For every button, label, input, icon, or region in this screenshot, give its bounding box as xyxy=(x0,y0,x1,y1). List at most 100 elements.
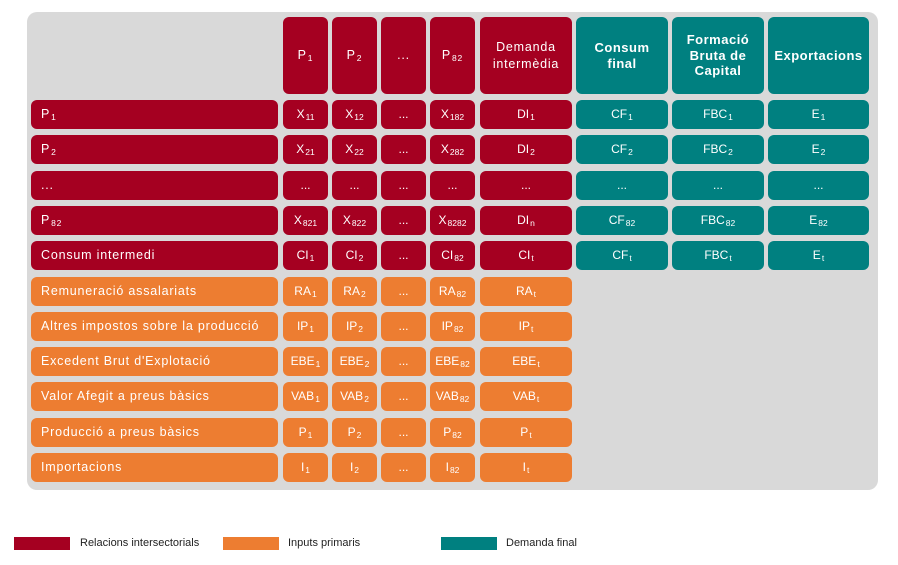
cell-subscript: 1 xyxy=(309,252,315,263)
cell-text: Remuneració assalariats xyxy=(41,284,197,299)
cell-subscript: 82 xyxy=(449,464,460,475)
cell-text: ... xyxy=(616,177,627,192)
cell-subscript: t xyxy=(529,429,532,440)
cell-text: FBC xyxy=(703,141,728,156)
cell-text: ... xyxy=(813,177,824,192)
cell-subscript: 8282 xyxy=(447,217,467,228)
row-label: Producció a preus bàsics xyxy=(31,418,278,447)
cell-text: ... xyxy=(520,177,531,192)
cell-subscript: 1 xyxy=(311,288,317,299)
cell-text: VAB xyxy=(435,388,459,403)
table-cell: CF 1 xyxy=(576,100,668,129)
table-cell: ... xyxy=(480,171,572,200)
cell-text: CI xyxy=(441,247,454,262)
cell-subscript: 2 xyxy=(356,52,363,63)
cell-text: ... xyxy=(447,177,458,192)
table-cell: FBC 1 xyxy=(672,100,764,129)
cell-text: DI xyxy=(517,106,530,121)
cell-subscript: 1 xyxy=(530,111,535,122)
cell-text: Consum intermedi xyxy=(41,248,156,263)
table-cell: FBC 2 xyxy=(672,135,764,164)
table-cell: EBE 1 xyxy=(283,347,328,376)
cell-subscript: 282 xyxy=(449,146,465,157)
row-label: Remuneració assalariats xyxy=(31,277,278,306)
cell-text: CI xyxy=(518,247,531,262)
table-cell: CI t xyxy=(480,241,572,270)
cell-text: E xyxy=(809,212,818,227)
cell-text: Demanda intermèdia xyxy=(492,40,560,71)
table-cell: X 182 xyxy=(430,100,475,129)
cell-text: X xyxy=(345,141,354,156)
cell-text: X xyxy=(342,212,351,227)
table-cell: RA 1 xyxy=(283,277,328,306)
table-cell: ... xyxy=(768,171,869,200)
cell-text: Exportacions xyxy=(774,47,863,63)
cell-subscript: 1 xyxy=(315,358,321,369)
cell-subscript: t xyxy=(821,252,825,263)
column-header: Consum final xyxy=(576,17,668,94)
column-header: Exportacions xyxy=(768,17,869,94)
cell-subscript: 1 xyxy=(628,111,633,122)
column-header: Demanda intermèdia xyxy=(480,17,572,94)
row-label: Consum intermedi xyxy=(31,241,278,270)
cell-text: I xyxy=(445,459,449,474)
cell-text: Valor Afegit a preus bàsics xyxy=(41,389,210,404)
row-label: P 82 xyxy=(31,206,278,235)
table-cell: X 21 xyxy=(283,135,328,164)
cell-subscript: 2 xyxy=(360,288,366,299)
cell-text: ... xyxy=(398,106,409,121)
cell-subscript: n xyxy=(530,217,535,228)
cell-text: VAB xyxy=(291,388,315,403)
cell-subscript: 21 xyxy=(305,146,315,157)
table-cell: ... xyxy=(430,171,475,200)
table-cell: FBC 82 xyxy=(672,206,764,235)
cell-text: Producció a preus bàsics xyxy=(41,425,200,440)
cell-subscript: 2 xyxy=(530,146,535,157)
table-cell: ... xyxy=(381,206,426,235)
table-cell: ... xyxy=(283,171,328,200)
table-cell: X 822 xyxy=(332,206,377,235)
table-cell: ... xyxy=(381,418,426,447)
row-label: ... xyxy=(31,171,278,200)
cell-subscript: t xyxy=(629,252,632,263)
cell-text: P xyxy=(41,213,51,228)
cell-subscript: 82 xyxy=(456,288,467,299)
legend-swatch xyxy=(223,537,279,550)
cell-subscript: 2 xyxy=(358,252,364,263)
cell-text: P xyxy=(443,424,452,439)
cell-subscript: 82 xyxy=(459,393,470,404)
table-cell: RA 2 xyxy=(332,277,377,306)
table-cell: X 282 xyxy=(430,135,475,164)
cell-text: ... xyxy=(300,177,311,192)
cell-text: RA xyxy=(343,283,360,298)
cell-text: X xyxy=(440,141,449,156)
table-cell: IP 2 xyxy=(332,312,377,341)
cell-subscript: 1 xyxy=(307,429,313,440)
table-cell: X 11 xyxy=(283,100,328,129)
cell-subscript: 1 xyxy=(315,393,320,404)
table-cell: VAB 1 xyxy=(283,382,328,411)
cell-subscript: 1 xyxy=(51,111,57,122)
cell-subscript: 822 xyxy=(351,217,367,228)
table-cell: X 12 xyxy=(332,100,377,129)
cell-text: P xyxy=(297,48,307,63)
cell-subscript: 2 xyxy=(354,464,360,475)
table-cell: ... xyxy=(381,135,426,164)
cell-text: Importacions xyxy=(41,460,123,475)
cell-text: EBE xyxy=(339,353,364,368)
cell-text: ... xyxy=(712,177,723,192)
cell-text: DI xyxy=(517,141,530,156)
table-cell: E 82 xyxy=(768,206,869,235)
cell-subscript: 1 xyxy=(309,323,315,334)
row-label: Valor Afegit a preus bàsics xyxy=(31,382,278,411)
cell-subscript: 12 xyxy=(354,111,364,122)
cell-subscript: 2 xyxy=(364,393,369,404)
cell-subscript: 82 xyxy=(452,429,462,440)
